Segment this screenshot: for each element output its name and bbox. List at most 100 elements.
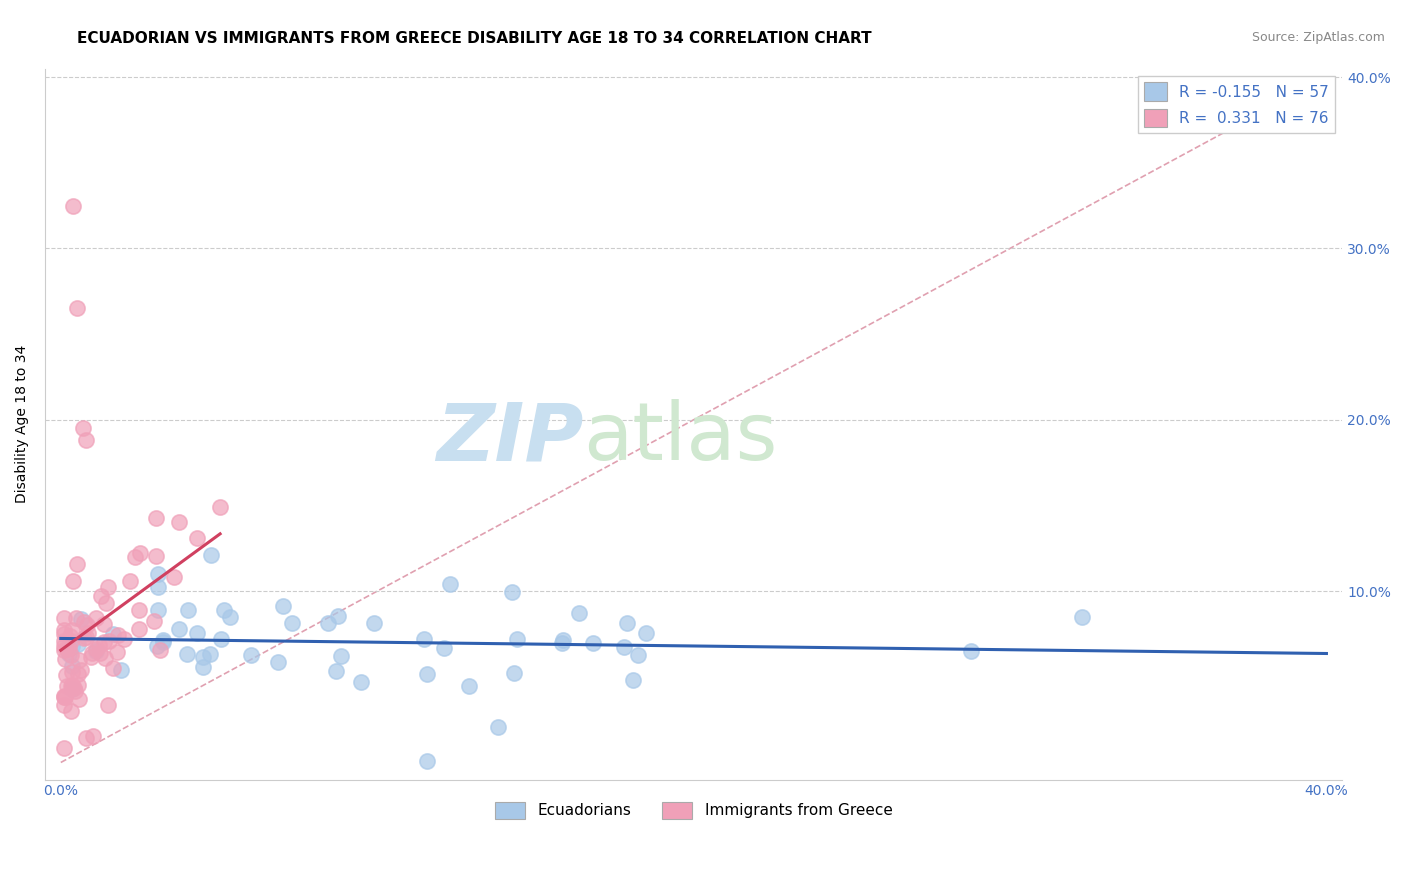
Point	[94, 651, 117, 665]
Point	[613, 640, 636, 654]
Point	[53, 690, 76, 704]
Point	[124, 549, 146, 564]
Point	[58, 640, 80, 655]
Point	[52, 639, 75, 653]
Point	[198, 647, 221, 661]
Point	[105, 645, 128, 659]
Point	[93, 635, 115, 649]
Point	[146, 603, 169, 617]
Point	[167, 515, 190, 529]
Point	[506, 632, 529, 646]
Point	[72, 421, 94, 435]
Point	[66, 558, 89, 572]
Point	[176, 647, 198, 661]
Point	[1071, 610, 1094, 624]
Point	[501, 584, 523, 599]
Point	[52, 689, 75, 703]
Point	[56, 641, 79, 656]
Point	[65, 611, 87, 625]
Point	[65, 683, 87, 698]
Point	[90, 589, 112, 603]
Point	[60, 665, 83, 680]
Point	[193, 650, 215, 665]
Point	[75, 630, 97, 644]
Point	[503, 665, 526, 680]
Y-axis label: Disability Age 18 to 34: Disability Age 18 to 34	[15, 345, 30, 503]
Point	[76, 618, 98, 632]
Point	[107, 628, 129, 642]
Point	[191, 659, 214, 673]
Point	[52, 611, 75, 625]
Point	[76, 626, 98, 640]
Text: Source: ZipAtlas.com: Source: ZipAtlas.com	[1251, 31, 1385, 45]
Point	[73, 615, 96, 629]
Text: ZIP: ZIP	[436, 400, 583, 477]
Point	[82, 730, 104, 744]
Point	[128, 545, 150, 559]
Point	[271, 599, 294, 614]
Point	[101, 661, 124, 675]
Point	[568, 606, 591, 620]
Point	[325, 665, 347, 679]
Point	[93, 616, 115, 631]
Point	[214, 603, 236, 617]
Point	[200, 548, 222, 562]
Point	[621, 673, 644, 688]
Point	[142, 615, 165, 629]
Point	[65, 301, 87, 316]
Point	[97, 580, 120, 594]
Point	[146, 566, 169, 581]
Point	[363, 616, 385, 631]
Point	[110, 663, 132, 677]
Point	[67, 691, 90, 706]
Point	[416, 667, 439, 681]
Point	[186, 531, 208, 545]
Point	[66, 678, 89, 692]
Point	[553, 632, 575, 647]
Point	[240, 648, 263, 663]
Point	[634, 626, 657, 640]
Point	[167, 622, 190, 636]
Point	[149, 642, 172, 657]
Point	[60, 659, 83, 673]
Point	[280, 615, 302, 630]
Point	[63, 681, 86, 695]
Point	[52, 740, 75, 755]
Point	[413, 632, 436, 646]
Point	[60, 678, 83, 692]
Point	[52, 690, 75, 705]
Point	[152, 632, 174, 647]
Point	[439, 577, 461, 591]
Point	[52, 634, 75, 648]
Point	[350, 674, 373, 689]
Point	[55, 679, 77, 693]
Text: atlas: atlas	[583, 400, 778, 477]
Text: ECUADORIAN VS IMMIGRANTS FROM GREECE DISABILITY AGE 18 TO 34 CORRELATION CHART: ECUADORIAN VS IMMIGRANTS FROM GREECE DIS…	[77, 31, 872, 46]
Point	[60, 623, 83, 637]
Point	[62, 639, 84, 653]
Point	[53, 652, 76, 666]
Point	[59, 629, 82, 643]
Point	[186, 626, 208, 640]
Point	[67, 653, 90, 667]
Point	[75, 731, 97, 745]
Point	[86, 611, 108, 625]
Point	[326, 608, 349, 623]
Point	[209, 632, 232, 646]
Point	[73, 631, 96, 645]
Point	[60, 681, 83, 696]
Point	[84, 644, 107, 658]
Point	[59, 634, 82, 648]
Point	[60, 648, 83, 662]
Point	[84, 641, 107, 656]
Legend: Ecuadorians, Immigrants from Greece: Ecuadorians, Immigrants from Greece	[488, 796, 898, 825]
Point	[62, 198, 84, 212]
Point	[69, 663, 91, 677]
Point	[486, 720, 509, 734]
Point	[80, 646, 103, 660]
Point	[163, 570, 186, 584]
Point	[75, 434, 97, 448]
Point	[330, 648, 353, 663]
Point	[433, 640, 456, 655]
Point	[145, 549, 167, 563]
